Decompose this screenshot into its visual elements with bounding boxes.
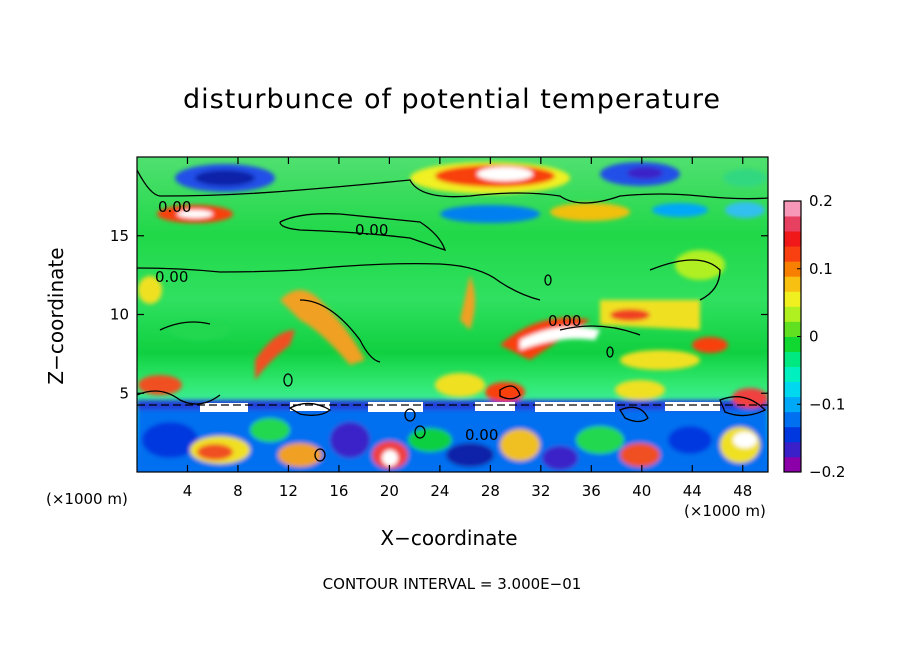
contour-interval-note: CONTOUR INTERVAL = 3.000E−01 xyxy=(322,575,582,593)
colorbar-tick-label: −0.2 xyxy=(809,463,845,481)
contour-label: 0.00 xyxy=(158,198,191,216)
contour-label: 0.00 xyxy=(548,312,581,330)
x-tick-label: 36 xyxy=(582,482,601,500)
x-tick-label: 4 xyxy=(183,482,193,500)
colorbar-swatch xyxy=(784,231,801,247)
colorbar-swatch xyxy=(784,246,801,262)
colorbar-tick-label: 0 xyxy=(809,328,819,346)
colorbar-swatch xyxy=(784,201,801,217)
colorbar-swatch xyxy=(784,321,801,337)
colorbar-ticks: 0.2 0.1 0 −0.1 −0.2 xyxy=(797,192,845,481)
y-tick-label: 10 xyxy=(110,306,129,324)
colorbar-tick-label: 0.1 xyxy=(809,260,833,278)
contour-label-group: 0.00 0.00 0.00 0.00 0.00 xyxy=(155,198,581,444)
colorbar-swatch xyxy=(784,276,801,292)
x-axis-label: X−coordinate xyxy=(0,526,904,550)
x-tick-label: 12 xyxy=(279,482,298,500)
colorbar-tick-label: 0.2 xyxy=(809,192,833,210)
contour-label: 0.00 xyxy=(465,426,498,444)
x-tick-label: 32 xyxy=(531,482,550,500)
heatmap-field xyxy=(137,157,768,472)
colorbar-swatch xyxy=(784,381,801,398)
x-tick-label: 24 xyxy=(430,482,449,500)
contour-label: 0.00 xyxy=(155,268,188,286)
colorbar-swatch xyxy=(784,396,801,413)
colorbar-swatch xyxy=(784,351,801,368)
colorbar-swatch xyxy=(784,306,801,322)
x-unit-left: (×1000 m) xyxy=(46,490,128,508)
colorbar-swatch xyxy=(784,336,801,352)
x-tick-label: 20 xyxy=(380,482,399,500)
x-tick-label: 48 xyxy=(733,482,752,500)
contour-label: 0.00 xyxy=(355,221,388,239)
x-axis-label-text: X−coordinate xyxy=(380,526,518,550)
colorbar-swatch xyxy=(784,426,801,443)
colorbar-tick-label: −0.1 xyxy=(809,395,845,413)
x-tick-label: 16 xyxy=(329,482,348,500)
colorbar-swatch xyxy=(784,366,801,383)
x-tick-label: 40 xyxy=(632,482,651,500)
contour-lines xyxy=(137,169,768,462)
colorbar-swatch xyxy=(784,411,801,428)
x-unit-right: (×1000 m) xyxy=(684,502,766,520)
colorbar-swatch xyxy=(784,216,801,232)
colorbar-swatch xyxy=(784,441,801,458)
x-axis: 4 8 12 16 20 24 28 32 36 40 44 48 xyxy=(183,157,752,500)
colorbar-swatch xyxy=(784,456,801,473)
colorbar-swatch xyxy=(784,291,801,307)
y-axis-label: Z−coordinate xyxy=(44,247,68,385)
x-tick-label: 28 xyxy=(481,482,500,500)
y-tick-label: 5 xyxy=(119,384,129,402)
x-tick-label: 8 xyxy=(233,482,243,500)
x-tick-label: 44 xyxy=(683,482,702,500)
colorbar-swatch xyxy=(784,261,801,277)
chart-title: disturbunce of potential temperature xyxy=(183,84,721,115)
y-tick-label: 15 xyxy=(110,227,129,245)
y-axis: 5 10 15 xyxy=(110,227,768,402)
colorbar xyxy=(783,200,802,473)
